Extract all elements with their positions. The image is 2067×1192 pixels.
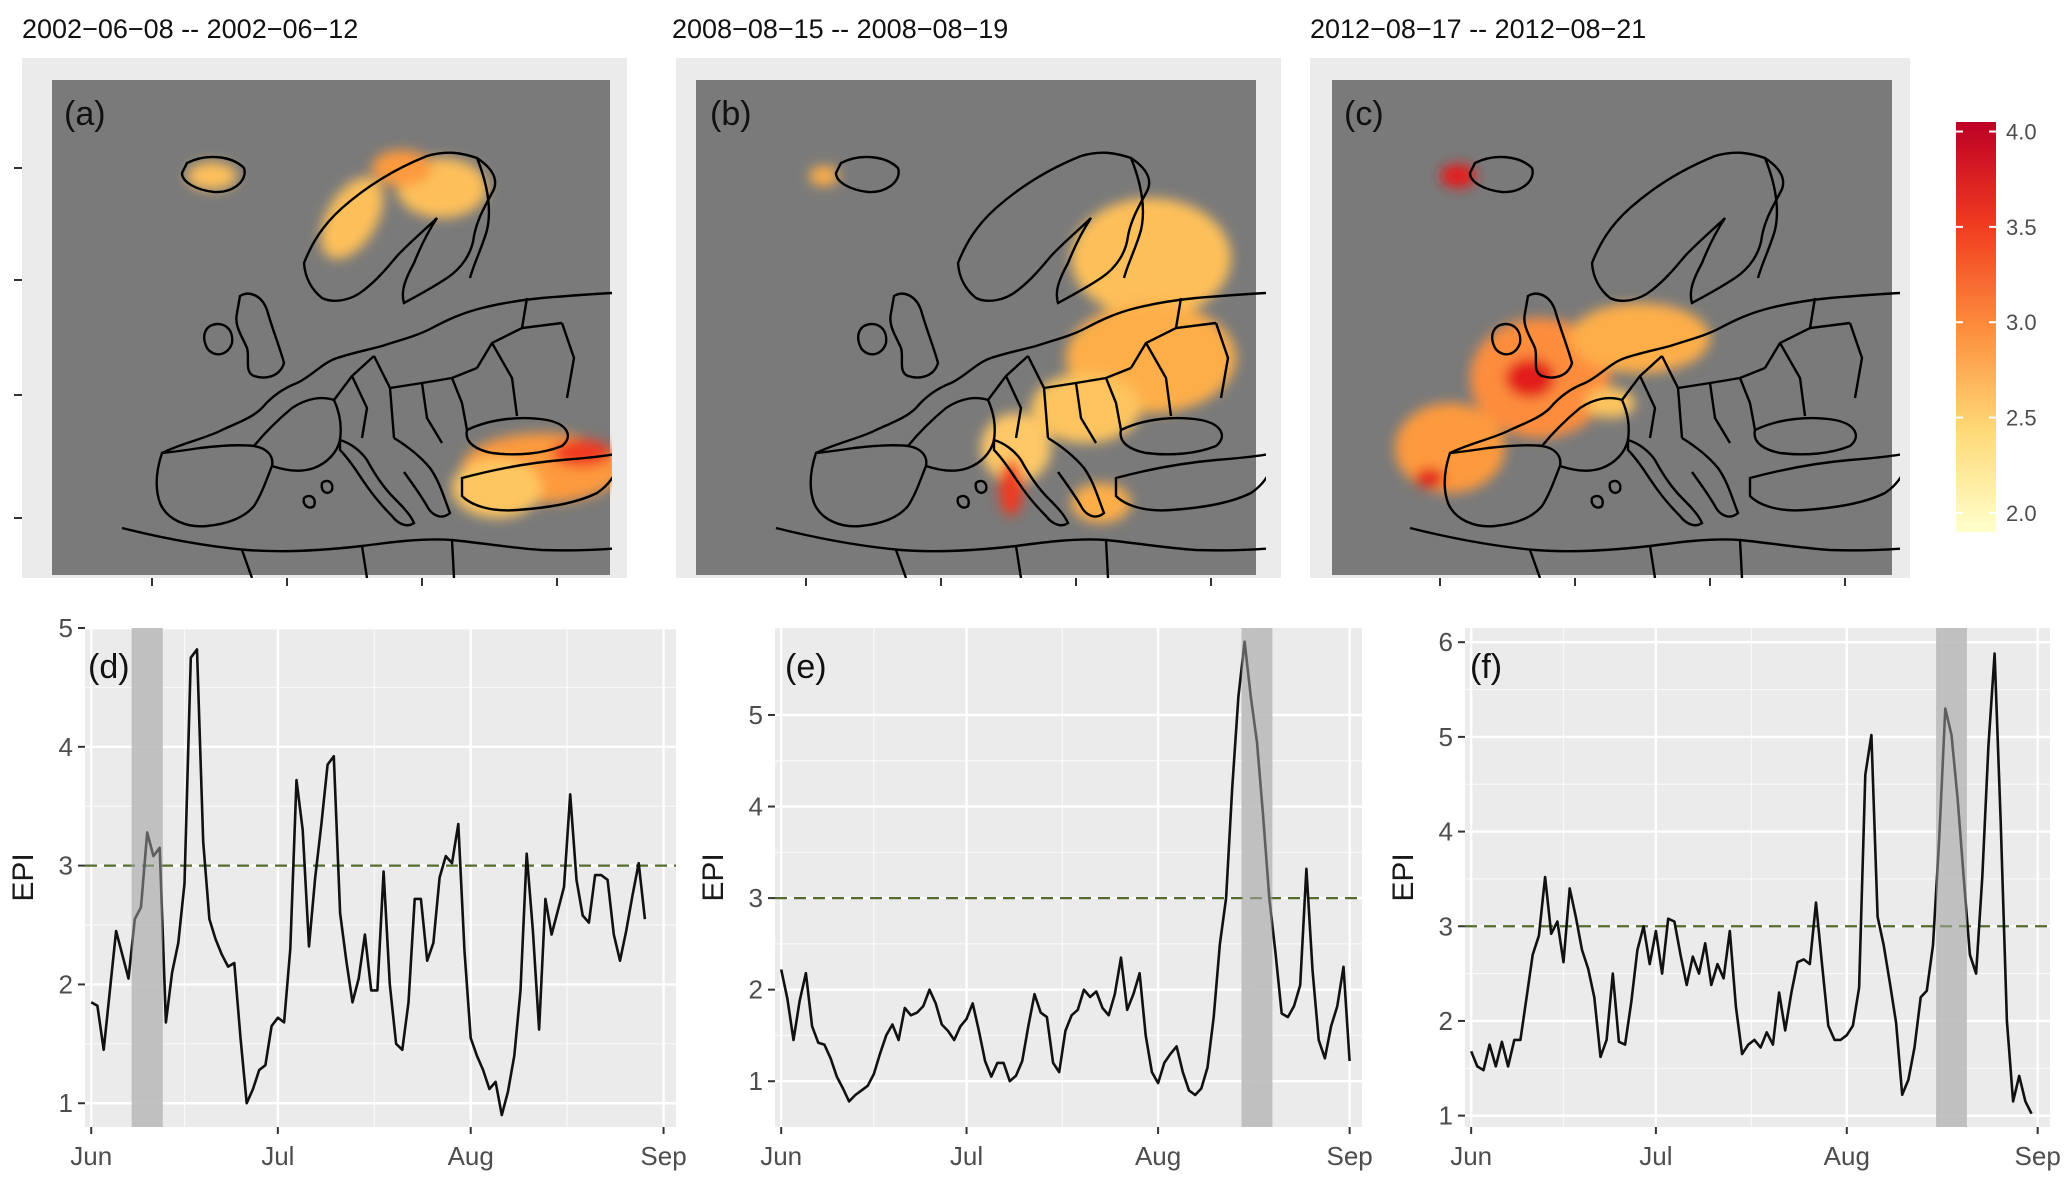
- colorbar-tick-label: 2.0: [2006, 501, 2037, 526]
- map-b-axis-ticks: [805, 578, 1212, 586]
- x-tick-label: Jun: [70, 1141, 112, 1171]
- highlight-band: [1936, 628, 1967, 1127]
- map-b-tag: (b): [710, 95, 752, 133]
- chart-panel-tag: (e): [785, 648, 827, 686]
- colorbar-tick-label: 4.0: [2006, 120, 2037, 145]
- colorbar-ticks: 2.0 2.5 3.0 3.5 4.0: [1956, 120, 2037, 526]
- colorbar-tick-label: 3.0: [2006, 310, 2037, 335]
- y-tick-label: 3: [59, 851, 73, 881]
- highlight-overlay: [1241, 628, 1273, 1127]
- y-tick-label: 5: [59, 613, 73, 643]
- x-tick-label: Aug: [1135, 1141, 1181, 1171]
- highlight-overlay: [131, 628, 163, 1127]
- y-tick-label: 1: [749, 1066, 763, 1096]
- plot-background: [775, 628, 1362, 1127]
- map-b-title: 2008−08−15 -- 2008−08−19: [672, 14, 1008, 44]
- map-panel-c: (c): [1310, 58, 1910, 586]
- epi-series-line: [90, 648, 647, 1117]
- highlight-band: [131, 628, 163, 1127]
- chart-panel-tag: (f): [1470, 648, 1502, 686]
- y-tick-label: 1: [1439, 1101, 1453, 1131]
- plot-background: [85, 628, 676, 1127]
- map-c-axis-ticks: [1439, 578, 1846, 586]
- y-tick-label: 3: [749, 883, 763, 913]
- colorbar-gradient: [1956, 122, 1996, 532]
- y-tick-label: 5: [749, 700, 763, 730]
- x-tick-label: Sep: [2015, 1141, 2061, 1171]
- x-tick-label: Sep: [640, 1141, 686, 1171]
- highlight-overlay: [1936, 628, 1967, 1127]
- y-tick-label: 4: [59, 732, 73, 762]
- y-axis-title: EPI: [1387, 853, 1420, 901]
- y-tick-label: 1: [59, 1088, 73, 1118]
- map-a-title: 2002−06−08 -- 2002−06−12: [22, 14, 358, 44]
- y-tick-label: 2: [1439, 1006, 1453, 1036]
- x-tick-label: Jul: [950, 1141, 983, 1171]
- y-tick-label: 3: [1439, 911, 1453, 941]
- y-tick-label: 4: [1439, 817, 1453, 847]
- map-c-tag: (c): [1344, 95, 1384, 133]
- colorbar-legend: 2.0 2.5 3.0 3.5 4.0: [1956, 120, 2037, 532]
- y-tick-label: 5: [1439, 722, 1453, 752]
- y-tick-label: 2: [59, 969, 73, 999]
- map-a-heat-regions: [187, 150, 612, 518]
- map-b-heat-regions: [809, 166, 1236, 523]
- map-a-tag: (a): [64, 95, 106, 133]
- y-tick-label: 4: [749, 792, 763, 822]
- x-tick-label: Aug: [1824, 1141, 1870, 1171]
- colorbar-tick-label: 2.5: [2006, 406, 2037, 431]
- y-axis-title: EPI: [697, 853, 730, 901]
- x-tick-label: Aug: [448, 1141, 494, 1171]
- chart-panel-e: 1 2 3 4 5 Jun Jul Aug Sep EPI (e): [697, 628, 1373, 1171]
- map-panel-b: (b): [676, 58, 1281, 586]
- map-a-axis-ticks: [14, 167, 558, 586]
- y-tick-label: 2: [749, 975, 763, 1005]
- map-c-heat-regions: [1395, 164, 1710, 493]
- x-tick-label: Jul: [261, 1141, 294, 1171]
- map-c-title: 2012−08−17 -- 2012−08−21: [1310, 14, 1646, 44]
- x-tick-label: Sep: [1327, 1141, 1373, 1171]
- chart-panel-d: 1 2 3 4 5 Jun Jul Aug Sep EPI (d): [7, 613, 687, 1171]
- chart-panel-f: 1 2 3 4 5 6 Jun Jul Aug Sep EPI (f): [1387, 627, 2061, 1171]
- colorbar-tick-label: 3.5: [2006, 215, 2037, 240]
- x-tick-label: Jun: [760, 1141, 802, 1171]
- epi-series-line: [1469, 652, 2033, 1115]
- epi-series-line: [779, 640, 1351, 1103]
- x-tick-label: Jun: [1450, 1141, 1492, 1171]
- y-axis-title: EPI: [7, 853, 40, 901]
- map-panel-a: (a): [14, 58, 627, 586]
- y-tick-label: 6: [1439, 627, 1453, 657]
- chart-panel-tag: (d): [88, 648, 130, 686]
- x-tick-label: Jul: [1639, 1141, 1672, 1171]
